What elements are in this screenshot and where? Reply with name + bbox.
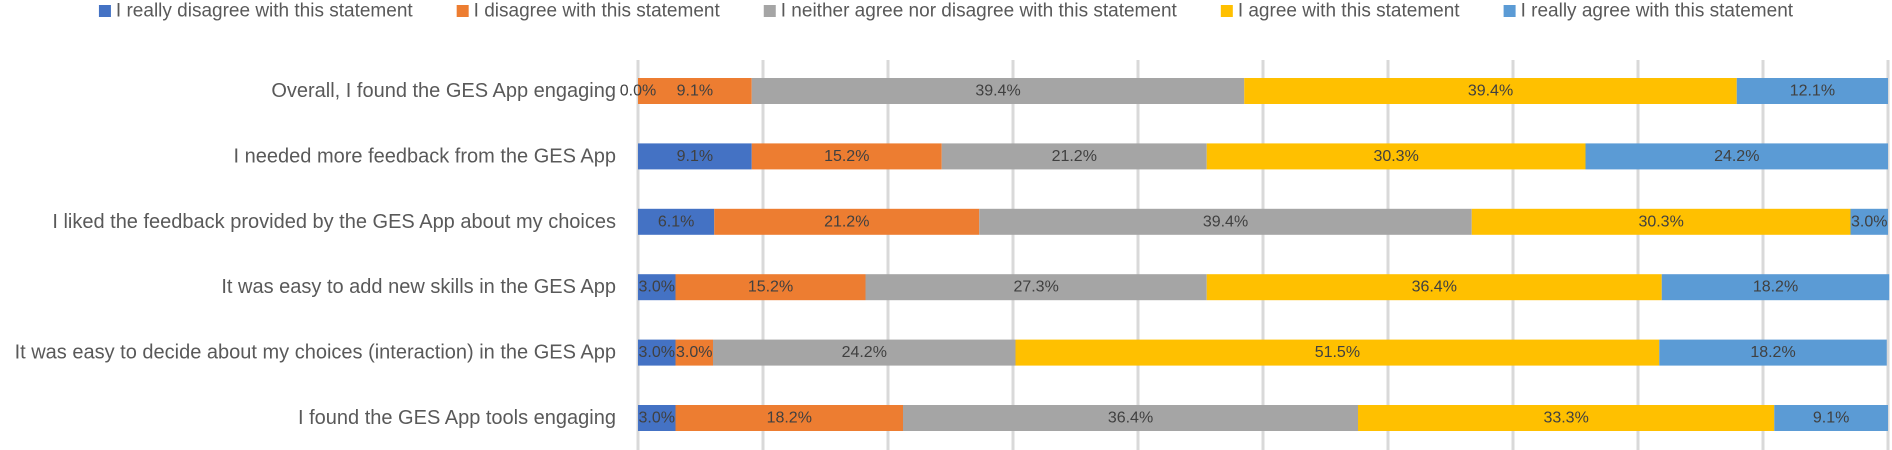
- legend-item: I really agree with this statement: [1503, 1, 1794, 22]
- data-label: 39.4%: [975, 83, 1020, 100]
- legend-swatch: [456, 5, 469, 17]
- legend-label: I agree with this statement: [1238, 1, 1460, 22]
- legend-label: I really agree with this statement: [1521, 1, 1794, 22]
- bar-segment: [638, 405, 676, 431]
- legend: I really disagree with this statement I d…: [98, 1, 1794, 22]
- bar-segment: [979, 208, 1472, 235]
- bar-segment: [1736, 78, 1888, 104]
- bar-segment: [751, 78, 1245, 104]
- data-label: 39.4%: [1468, 83, 1513, 100]
- bar-segment: [714, 208, 980, 235]
- bar-segment: [1471, 208, 1851, 235]
- legend-item: I really disagree with this statement: [98, 1, 413, 22]
- category-label: I needed more feedback from the GES App: [234, 145, 616, 167]
- data-label: 21.2%: [1052, 148, 1097, 165]
- data-label: 24.2%: [842, 344, 887, 361]
- bar-segment: [713, 339, 1016, 366]
- bar-segment: [1659, 339, 1887, 366]
- data-label: 24.2%: [1714, 148, 1759, 165]
- data-label: 3.0%: [639, 410, 675, 427]
- category-label: I liked the feedback provided by the GES…: [52, 211, 616, 233]
- bar-segment: [1585, 143, 1888, 170]
- bar-segment: [675, 339, 713, 366]
- bar-segment: [638, 274, 676, 301]
- bars: [638, 78, 1890, 431]
- data-label: 15.2%: [824, 148, 869, 165]
- bar-segment: [1774, 405, 1888, 431]
- category-labels: Overall, I found the GES App engaging I n…: [15, 80, 616, 429]
- data-label: 12.1%: [1790, 83, 1835, 100]
- bar-segment: [1206, 274, 1662, 301]
- data-label: 18.2%: [1750, 344, 1795, 361]
- bar-segment: [1244, 78, 1737, 104]
- data-label: 18.2%: [767, 410, 812, 427]
- bar-segment: [941, 143, 1207, 170]
- data-label: 18.2%: [1753, 279, 1798, 296]
- data-label: 30.3%: [1373, 148, 1418, 165]
- bar-segment: [1661, 274, 1890, 301]
- bar-segment: [638, 208, 715, 235]
- data-label: 6.1%: [658, 213, 694, 230]
- bar-segment: [638, 339, 676, 366]
- bar-segment: [903, 405, 1358, 431]
- data-label: 0.0%: [620, 83, 656, 100]
- data-label: 39.4%: [1203, 213, 1248, 230]
- bar-segment: [1850, 208, 1888, 235]
- data-label: 36.4%: [1412, 279, 1457, 296]
- data-labels: 0.0% 9.1% 39.4% 39.4% 12.1% 9.1% 15.2% 21.2% 30.…: [620, 83, 1888, 427]
- bar-segment: [675, 274, 866, 301]
- bar-segment: [638, 78, 752, 104]
- legend-swatch: [1503, 5, 1516, 17]
- data-label: 3.0%: [1851, 213, 1887, 230]
- legend-swatch: [1220, 5, 1233, 17]
- legend-label: I really disagree with this statement: [116, 1, 413, 22]
- data-label: 51.5%: [1315, 344, 1360, 361]
- legend-label: I neither agree nor disagree with this s…: [781, 1, 1178, 22]
- legend-item: I agree with this statement: [1220, 1, 1460, 22]
- category-label: I found the GES App tools engaging: [298, 407, 616, 429]
- bar-segment: [1015, 339, 1660, 366]
- bar-segment: [1358, 405, 1775, 431]
- legend-label: I disagree with this statement: [474, 1, 721, 22]
- data-label: 3.0%: [639, 344, 675, 361]
- data-label: 33.3%: [1543, 410, 1588, 427]
- data-label: 27.3%: [1013, 279, 1058, 296]
- bar-segment: [1206, 143, 1586, 170]
- data-label: 21.2%: [824, 213, 869, 230]
- bar-segment: [675, 405, 903, 431]
- data-label: 9.1%: [1813, 410, 1849, 427]
- category-label: Overall, I found the GES App engaging: [271, 80, 616, 102]
- data-label: 3.0%: [676, 344, 712, 361]
- data-label: 9.1%: [677, 148, 713, 165]
- gridlines: [636, 60, 1890, 450]
- category-label: It was easy to decide about my choices (…: [15, 342, 616, 364]
- category-label: It was easy to add new skills in the GES…: [221, 276, 616, 298]
- legend-swatch: [98, 5, 111, 17]
- legend-item: I disagree with this statement: [456, 1, 721, 22]
- data-label: 3.0%: [639, 279, 675, 296]
- data-label: 15.2%: [748, 279, 793, 296]
- data-label: 30.3%: [1638, 213, 1683, 230]
- data-label: 9.1%: [677, 83, 713, 100]
- legend-swatch: [763, 5, 776, 17]
- data-label: 36.4%: [1108, 410, 1153, 427]
- legend-item: I neither agree nor disagree with this s…: [763, 1, 1178, 22]
- bar-segment: [751, 143, 942, 170]
- bar-segment: [638, 143, 752, 170]
- bar-segment: [865, 274, 1207, 301]
